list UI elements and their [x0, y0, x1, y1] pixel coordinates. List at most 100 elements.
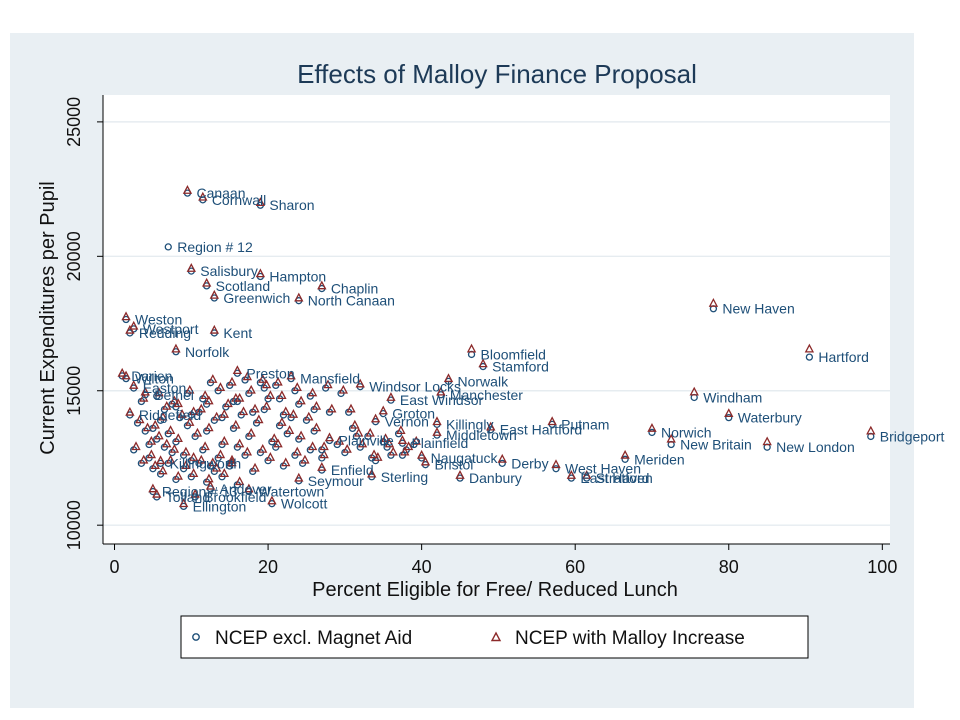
- triangle-point: [188, 452, 199, 461]
- triangle-point: [304, 411, 314, 421]
- point-label: Sterling: [381, 469, 428, 485]
- triangle-point: [346, 403, 356, 413]
- triangle-point: [319, 441, 329, 451]
- legend-marker-triangle: [490, 631, 502, 642]
- triangle-point: [204, 473, 214, 483]
- point-label: Salisbury: [200, 263, 258, 279]
- triangle-point: [350, 419, 360, 429]
- triangle-point: [185, 417, 195, 426]
- circle-point: [648, 428, 656, 437]
- triangle-point: [146, 435, 157, 445]
- triangle-point: [547, 416, 557, 426]
- triangle-point: [319, 449, 329, 459]
- point-label: New Haven: [722, 301, 794, 317]
- point-label: Brookfield: [204, 489, 266, 505]
- point-label: Weston: [135, 312, 182, 328]
- point-label: West Haven: [565, 461, 641, 477]
- triangle-point: [208, 457, 218, 467]
- triangle-point: [227, 457, 237, 467]
- triangle-point: [215, 449, 226, 459]
- triangle-point: [188, 406, 199, 416]
- point-label: Killingworth: [170, 455, 242, 471]
- point-label: Greenwich: [223, 290, 290, 306]
- point-label: Waterbury: [738, 410, 802, 426]
- point-label: Killingly: [446, 416, 493, 432]
- circle-point: [164, 243, 172, 251]
- triangle-point: [286, 370, 296, 380]
- circle-point: [552, 465, 560, 473]
- triangle-point: [244, 483, 254, 493]
- point-label: Groton: [392, 406, 435, 422]
- point-label: Middletown: [446, 427, 517, 443]
- triangle-point: [273, 438, 283, 448]
- triangle-point: [117, 367, 127, 377]
- point-label: Windsor Locks: [369, 379, 461, 395]
- triangle-point: [647, 423, 657, 432]
- triangle-point: [497, 453, 507, 463]
- triangle-point: [142, 422, 153, 432]
- triangle-point: [234, 438, 245, 448]
- point-label: Tolland: [166, 489, 210, 505]
- point-label: Stamford: [492, 359, 549, 375]
- triangle-point: [378, 405, 388, 415]
- y-tick-label: 20000: [64, 231, 84, 281]
- point-label: Chaplin: [331, 281, 378, 297]
- point-label: Watertown: [258, 484, 324, 500]
- point-label: Putnam: [561, 416, 609, 432]
- triangle-point: [300, 454, 310, 464]
- triangle-point: [436, 386, 446, 396]
- point-label: Wilton: [135, 371, 174, 387]
- triangle-point: [355, 378, 365, 388]
- triangle-point: [246, 427, 256, 437]
- point-label: Windham: [703, 389, 762, 405]
- triangle-point: [155, 455, 166, 465]
- triangle-point: [169, 443, 180, 453]
- triangle-point: [416, 449, 427, 459]
- legend: NCEP excl. Magnet Aid NCEP with Malloy I…: [180, 615, 809, 659]
- point-label: Region # 12: [177, 239, 253, 255]
- triangle-point: [478, 358, 488, 368]
- point-label: Mansfield: [300, 371, 360, 387]
- triangle-point: [181, 460, 191, 469]
- triangle-point: [196, 454, 206, 464]
- point-label: Westport: [143, 321, 199, 337]
- triangle-point: [148, 483, 158, 493]
- triangle-point: [129, 379, 139, 389]
- point-label: East Windsor: [400, 392, 484, 408]
- x-tick-label: 40: [412, 557, 432, 577]
- triangle-point: [269, 433, 279, 443]
- triangle-point: [185, 384, 195, 394]
- triangle-point: [188, 468, 199, 478]
- point-label: Ridgefield: [139, 407, 201, 423]
- triangle-point: [455, 470, 465, 479]
- triangle-point: [420, 456, 431, 466]
- triangle-point: [267, 495, 277, 505]
- point-label: Derby: [511, 455, 548, 471]
- triangle-point: [200, 441, 210, 451]
- triangle-point: [353, 427, 364, 437]
- triangle-point: [277, 390, 287, 400]
- triangle-point: [403, 441, 414, 451]
- point-label: New London: [776, 439, 855, 455]
- triangle-point: [231, 419, 241, 429]
- triangle-point: [146, 449, 157, 459]
- point-label: Bridgeport: [880, 428, 945, 444]
- triangle-point: [198, 191, 208, 201]
- triangle-point: [258, 443, 268, 453]
- point-label: Canaan: [196, 185, 245, 201]
- triangle-point: [255, 268, 266, 278]
- triangle-point: [242, 446, 253, 456]
- triangle-point: [334, 435, 345, 445]
- triangle-point: [238, 406, 249, 416]
- point-label: Enfield: [331, 462, 374, 478]
- point-label: Andover: [219, 481, 271, 497]
- triangle-point: [327, 403, 337, 413]
- triangle-point: [190, 488, 200, 498]
- triangle-point: [466, 343, 477, 353]
- triangle-point: [294, 292, 304, 302]
- point-label: Norwalk: [458, 373, 510, 389]
- triangle-point: [150, 460, 160, 469]
- triangle-point: [152, 488, 162, 498]
- gridlines: [103, 121, 890, 526]
- triangle-point: [380, 433, 391, 443]
